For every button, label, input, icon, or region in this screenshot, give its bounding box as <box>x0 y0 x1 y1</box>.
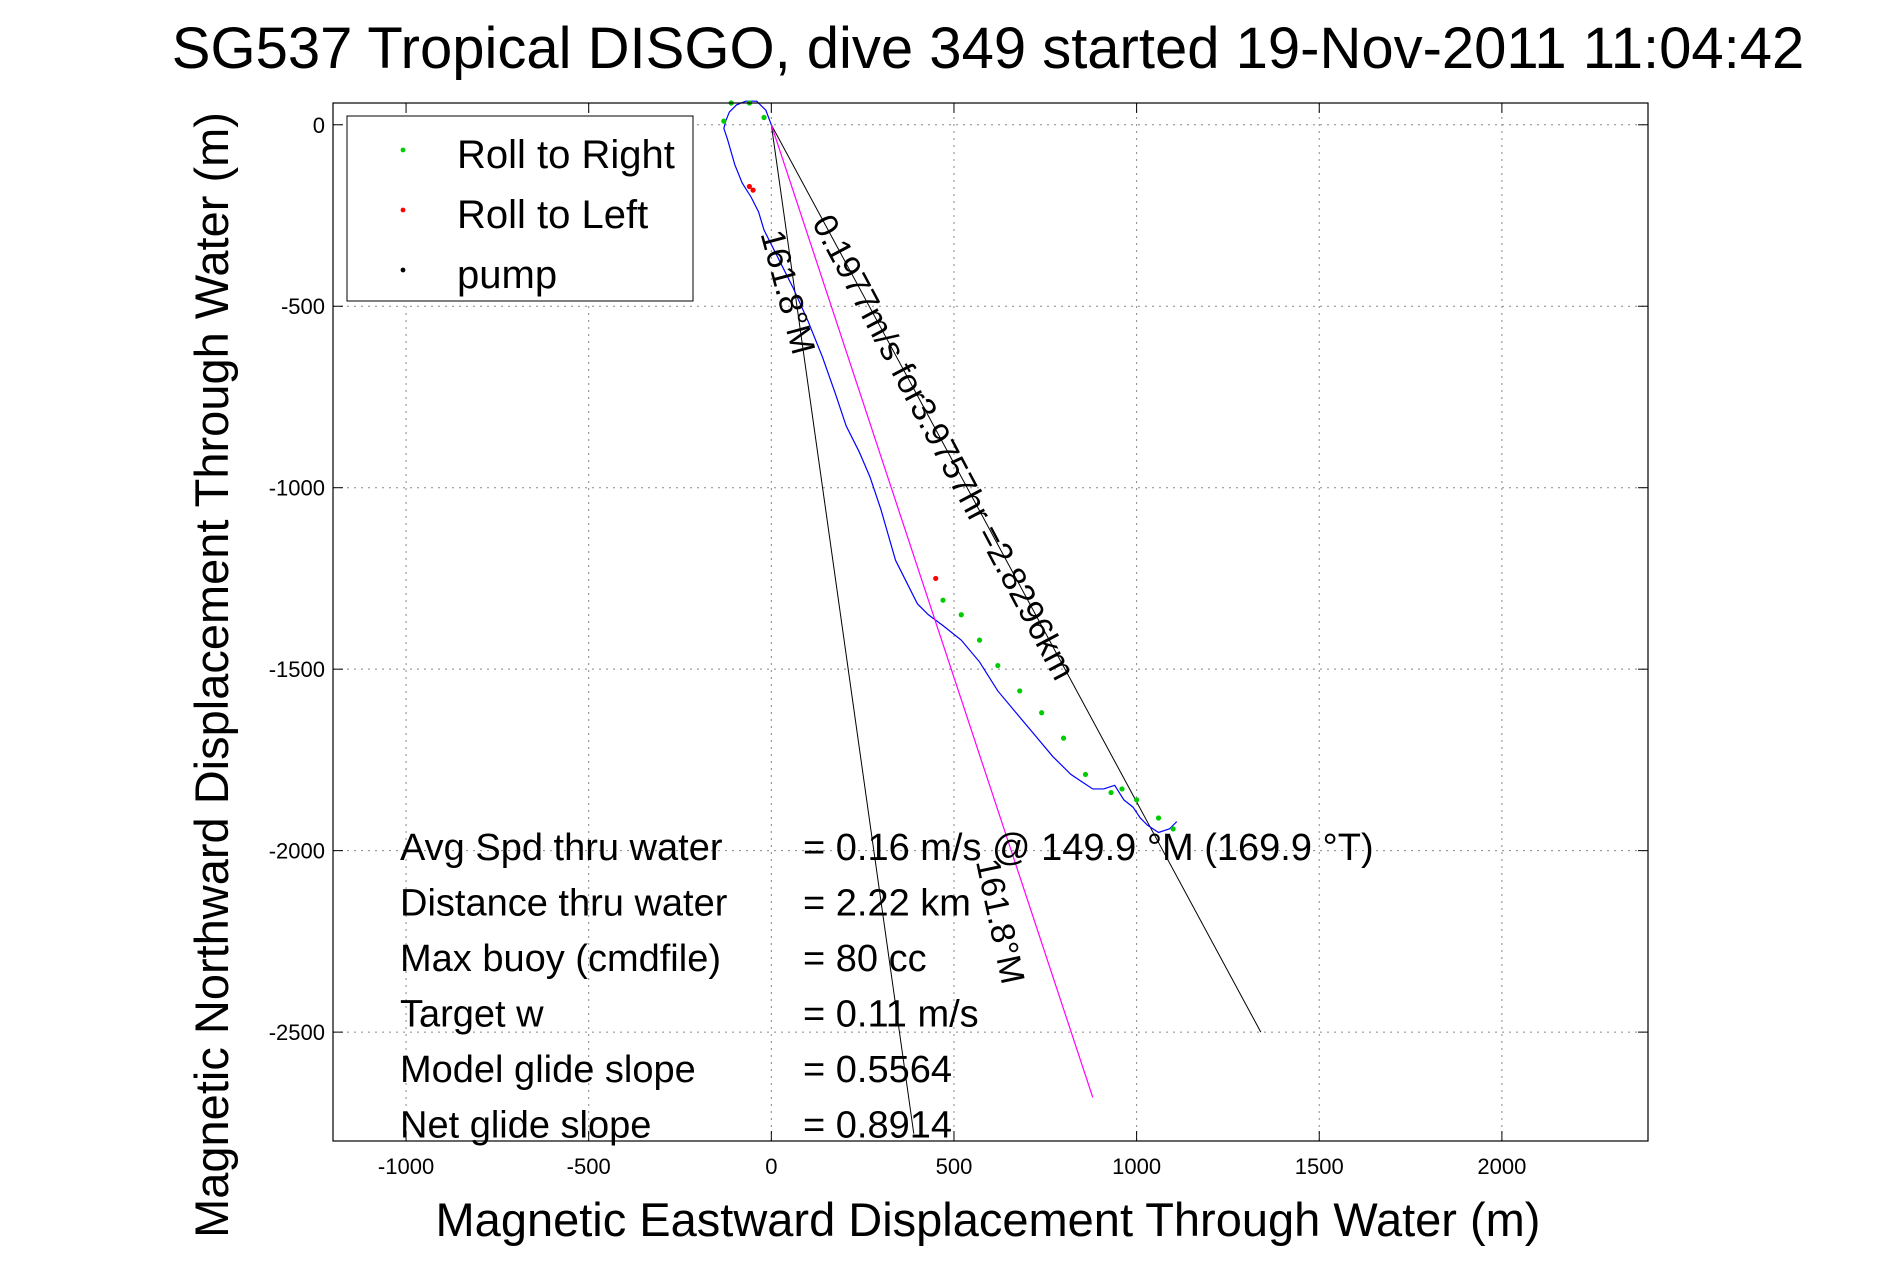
stat-value: = 0.8914 <box>803 1105 952 1147</box>
stat-value: = 2.22 km <box>803 883 971 925</box>
roll-right-point <box>1108 789 1114 796</box>
legend-marker <box>400 207 406 213</box>
stat-value: = 0.16 m/s @ 149.9 °M (169.9 °T) <box>803 827 1374 869</box>
grid <box>333 103 1648 1141</box>
markers <box>721 100 1176 832</box>
y-tick-label: -500 <box>281 294 325 319</box>
roll-right-point <box>1017 688 1023 694</box>
roll-right-point <box>1039 710 1045 716</box>
roll-left-point <box>746 183 753 190</box>
x-tick-label: -500 <box>567 1154 611 1179</box>
stat-label: Distance thru water <box>400 883 728 925</box>
x-tick-label: 1000 <box>1112 1154 1161 1179</box>
stat-label: Model glide slope <box>400 1049 696 1091</box>
net-heading-line <box>770 124 1094 1098</box>
roll-right-point <box>721 118 727 124</box>
track-line <box>723 100 1178 834</box>
roll-right-point <box>958 612 964 618</box>
stats-block: Avg Spd thru water = 0.16 m/s @ 149.9 °M … <box>400 827 1374 1147</box>
roll-right-point <box>995 662 1001 669</box>
stat-label: Max buoy (cmdfile) <box>400 938 721 980</box>
roll-right-point <box>1134 797 1140 803</box>
legend: Roll to Right Roll to Left pump <box>346 115 694 302</box>
x-tick-label: -1000 <box>378 1154 434 1179</box>
legend-entry: Roll to Right <box>457 133 675 177</box>
roll-right-point <box>1060 735 1067 741</box>
y-tick-label: -1500 <box>269 657 325 682</box>
stat-label: Net glide slope <box>400 1105 651 1147</box>
stat-label: Target w <box>400 994 544 1036</box>
stat-value: = 0.11 m/s <box>803 994 979 1036</box>
reference-line <box>770 124 1262 1033</box>
x-tick-label: 1500 <box>1295 1154 1344 1179</box>
roll-right-point <box>976 637 983 643</box>
stat-label: Avg Spd thru water <box>400 827 723 869</box>
legend-entry: pump <box>457 253 557 297</box>
roll-right-point <box>1082 771 1089 778</box>
legend-marker <box>400 147 406 153</box>
annotations: 0.1977m/s for3.9757hr =2.8296km161.8°M16… <box>753 209 1083 988</box>
x-tick-label: 0 <box>765 1154 777 1179</box>
roll-right-point <box>1170 826 1176 832</box>
roll-right-point <box>1119 786 1125 792</box>
roll-left-point <box>750 187 756 193</box>
x-axis-label: Magnetic Eastward Displacement Through W… <box>436 1193 1541 1246</box>
legend-entry: Roll to Left <box>457 193 648 237</box>
roll-left-point <box>933 575 939 582</box>
stat-value: = 0.5564 <box>803 1049 952 1091</box>
y-axis-label: Magnetic Northward Displacement Through … <box>185 112 238 1238</box>
axes-box <box>332 102 1649 1142</box>
ticks: -1000 -500 0 500 1000 1500 2000 0 -500 -1000 -1500… <box>269 103 1648 1179</box>
y-tick-label: -2500 <box>269 1020 325 1045</box>
x-tick-label: 500 <box>936 1154 973 1179</box>
x-tick-label: 2000 <box>1477 1154 1526 1179</box>
chart-title: SG537 Tropical DISGO, dive 349 started 1… <box>172 16 1804 81</box>
speed-annotation: 0.1977m/s for3.9757hr =2.8296km <box>804 209 1082 687</box>
roll-right-point <box>1155 815 1162 821</box>
y-tick-label: 0 <box>313 113 325 138</box>
y-tick-label: -1000 <box>269 476 325 501</box>
heading-annotation: 161.8°M <box>968 855 1032 987</box>
legend-marker <box>400 267 406 273</box>
stat-value: = 80 cc <box>803 938 927 980</box>
roll-right-point <box>940 597 946 603</box>
roll-right-point <box>761 114 767 121</box>
y-tick-label: -2000 <box>269 839 325 864</box>
series <box>723 100 1178 1098</box>
